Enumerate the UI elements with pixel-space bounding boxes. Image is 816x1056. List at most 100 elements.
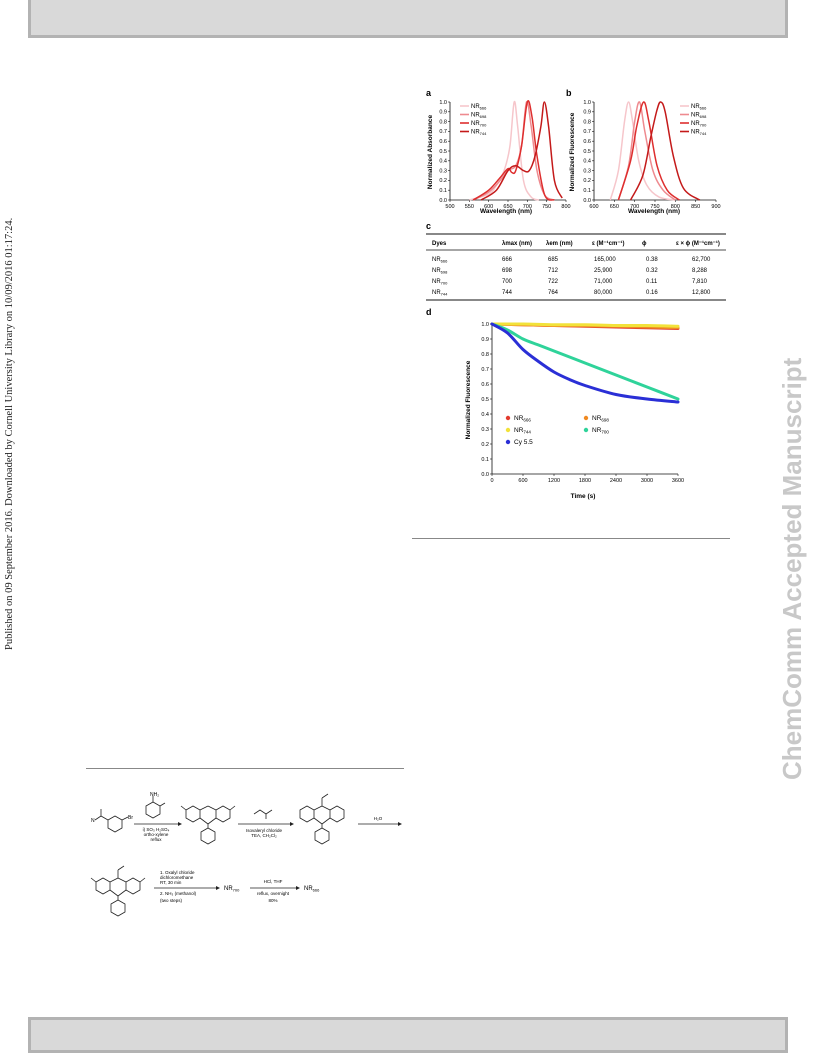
table-header-cell: λmax (nm) (502, 241, 532, 247)
panel-b-x-tick-label: 900 (711, 204, 720, 210)
table-header-cell: λem (nm) (546, 241, 573, 247)
table-dye-cell: NR698 (432, 268, 448, 275)
top-header-bar (28, 0, 788, 38)
table-lambda-em-cell: 685 (548, 257, 559, 263)
panel-a-series-line (472, 100, 555, 201)
panel-b-x-tick-label: 600 (589, 204, 598, 210)
intermediate-1-structure (180, 805, 236, 845)
panel-b-x-tick-label: 650 (610, 204, 619, 210)
panel-d-y-tick-label: 0.2 (481, 442, 489, 448)
table-header-cell: ε (M⁻¹cm⁻¹) (592, 240, 625, 247)
panel-a-x-tick-label: 650 (503, 204, 512, 210)
scheme-divider (86, 768, 404, 769)
panel-b-legend-label: NR700 (691, 121, 707, 128)
watermark-text: ChemComm Accepted Manuscript (777, 357, 807, 780)
panel-a-legend-label: NR698 (471, 113, 487, 120)
panel-b-letter: b (566, 88, 572, 98)
n-atom-label: N (91, 818, 95, 824)
panel-d-y-tick-label: 0.7 (481, 367, 489, 373)
panel-d-x-tick-label: 3600 (672, 478, 684, 484)
panel-a-y-tick-label: 0.0 (439, 198, 447, 204)
step2-line1: Isovaleryl chloride (246, 828, 283, 833)
panel-a-legend-label: NR700 (471, 121, 487, 128)
panel-d-y-tick-label: 0.6 (481, 382, 489, 388)
panel-b-series-line (609, 101, 676, 201)
panel-d-ylabel: Normalized Fluorescence (465, 360, 472, 439)
step1-line1: i) SO₃ H₂SO₄ (143, 827, 170, 832)
table-phi-cell: 0.11 (646, 279, 658, 285)
panel-a-y-tick-label: 0.8 (439, 119, 447, 125)
panel-b-series-line (617, 101, 680, 201)
panel-d-legend-marker (505, 439, 511, 445)
panel-b-series-line (617, 101, 676, 201)
panel-a-y-tick-label: 0.5 (439, 149, 447, 155)
table-header-cell: ϕ (642, 241, 647, 247)
panel-d-x-tick-label: 0 (490, 478, 493, 484)
product-end-label: NR666 (304, 886, 320, 893)
panel-b-y-tick-label: 0.5 (583, 149, 591, 155)
panel-d-series-line (490, 322, 680, 328)
table-phi-cell: 0.32 (646, 268, 658, 274)
panel-d-x-tick-label: 2400 (610, 478, 622, 484)
intermediate-2-structure (299, 793, 345, 845)
panel-d-legend-marker (583, 415, 589, 421)
panel-a-x-tick-label: 750 (542, 204, 551, 210)
table-epsilon-cell: 25,900 (594, 268, 613, 274)
table-dye-cell: NR666 (432, 257, 448, 264)
step4-line4: 2. NH₃ (methanol) (160, 891, 197, 896)
panel-b-y-tick-label: 0.9 (583, 110, 591, 116)
panel-a-legend-label: NR744 (471, 130, 487, 137)
panel-b-y-tick-label: 0.1 (583, 188, 591, 194)
panel-c-letter: c (426, 221, 431, 231)
panel-a-y-tick-label: 0.1 (439, 188, 447, 194)
panel-d-xlabel: Time (s) (571, 493, 596, 500)
step1-line2: ortho-xylene (144, 832, 169, 837)
step4-line5: (two steps) (160, 898, 183, 903)
panel-d-y-tick-label: 0.4 (481, 412, 489, 418)
panel-b-legend-label: NR744 (691, 130, 707, 137)
panel-a-series-line (469, 100, 540, 201)
panel-b-xlabel: Wavelength (nm) (628, 208, 680, 215)
panel-a-y-tick-label: 0.2 (439, 178, 447, 184)
product-mid-label: NR700 (224, 886, 240, 893)
nh2-label: NH₂ (150, 792, 159, 798)
table-epsilon-cell: 71,000 (594, 279, 613, 285)
step4-line1: 1. Oxalyl chloride (160, 870, 195, 875)
fluorescence-chart: b Normalized Fluorescence Wavelength (nm… (566, 88, 721, 215)
panel-a-x-tick-label: 550 (465, 204, 474, 210)
arrow-2-head (290, 822, 294, 826)
panel-a-y-tick-label: 0.9 (439, 110, 447, 116)
panel-a-legend-label: NR666 (471, 104, 487, 111)
starting-material-structure (94, 809, 129, 833)
panel-a-y-tick-label: 0.4 (439, 159, 447, 165)
panel-a-x-tick-label: 700 (523, 204, 532, 210)
table-header-cell: ε × ϕ (M⁻¹cm⁻¹) (676, 240, 720, 247)
panel-b-x-tick-label: 700 (630, 204, 639, 210)
arrow-4-head (216, 886, 220, 890)
panel-d-y-tick-label: 0.3 (481, 427, 489, 433)
table-epsilon-cell: 165,000 (594, 257, 616, 263)
panel-d-y-tick-label: 0.1 (481, 457, 489, 463)
panel-a-letter: a (426, 88, 432, 98)
table-brightness-cell: 8,288 (692, 268, 708, 274)
panel-d-x-tick-label: 1800 (579, 478, 591, 484)
table-lambda-em-cell: 722 (548, 279, 559, 285)
table-dye-cell: NR744 (432, 290, 448, 297)
panel-d-series-line (490, 322, 680, 401)
panel-b-x-tick-label: 750 (650, 204, 659, 210)
panel-b-y-tick-label: 0.0 (583, 198, 591, 204)
table-epsilon-cell: 80,000 (594, 290, 613, 296)
step5-line3: 80% (268, 898, 277, 903)
panel-d-y-tick-label: 1.0 (481, 322, 489, 328)
panel-b-y-tick-label: 0.7 (583, 129, 591, 135)
arrow-1-head (178, 822, 182, 826)
panel-b-ylabel: Normalized Fluorescence (569, 112, 576, 191)
photostability-chart: d Normalized Fluorescence Time (s) 0 600 1… (426, 307, 684, 500)
panel-b-x-tick-label: 800 (671, 204, 680, 210)
panel-b-y-tick-label: 0.2 (583, 178, 591, 184)
step3-label: H₂O (374, 816, 383, 821)
panel-a-x-tick-label: 800 (561, 204, 570, 210)
panel-a-y-tick-label: 0.3 (439, 168, 447, 174)
reagent-structure (145, 796, 166, 819)
watermark: ChemComm Accepted Manuscript (768, 270, 814, 780)
